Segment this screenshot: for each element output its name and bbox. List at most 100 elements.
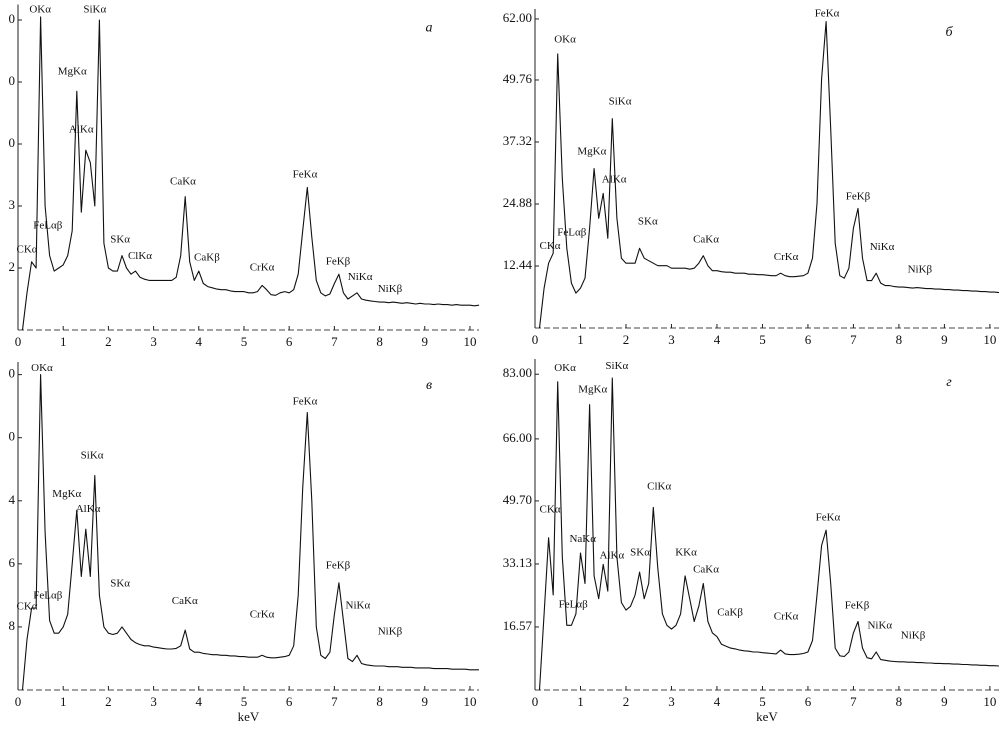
y-tick-label: 0: [9, 73, 16, 88]
peak-label: MgKα: [578, 383, 607, 395]
spectrum-line: [21, 16, 480, 331]
peak-label: CKα: [539, 504, 560, 516]
panel-letter: б: [945, 25, 953, 40]
peak-label: SKα: [110, 578, 130, 590]
peak-label: NiKβ: [908, 264, 933, 276]
x-tick-label: 2: [105, 694, 112, 709]
x-tick-label: 9: [422, 334, 429, 349]
y-tick-label: 0: [9, 366, 16, 381]
x-axis-title: keV: [238, 709, 260, 724]
peak-label: CKα: [539, 240, 560, 252]
peak-label: CrKα: [250, 608, 275, 620]
peak-label: FeKβ: [846, 190, 871, 202]
x-tick-label: 3: [150, 334, 157, 349]
x-tick-label: 8: [896, 332, 903, 347]
x-tick-label: 8: [896, 694, 903, 709]
x-tick-label: 3: [668, 694, 675, 709]
x-tick-label: 6: [286, 334, 293, 349]
y-tick-label: 16.57: [503, 618, 533, 633]
peak-label: NiKβ: [378, 626, 403, 638]
peak-label: FeLαβ: [557, 226, 586, 238]
peak-label: SKα: [630, 547, 650, 559]
y-tick-label: 66.00: [503, 430, 532, 445]
x-tick-label: 1: [60, 334, 67, 349]
peak-label: FeKβ: [326, 255, 351, 267]
peak-label: FeKα: [293, 395, 318, 407]
x-tick-label: 5: [241, 694, 248, 709]
x-tick-label: 2: [105, 334, 112, 349]
x-tick-label: 0: [15, 694, 22, 709]
panel-letter: а: [426, 21, 433, 36]
peak-label: NiKα: [346, 600, 371, 612]
x-tick-label: 1: [577, 694, 584, 709]
peak-label: CrKα: [250, 262, 275, 274]
peak-label: AlKα: [76, 503, 101, 515]
x-tick-label: 6: [805, 332, 812, 347]
x-tick-label: 4: [714, 694, 721, 709]
y-tick-label: 2: [9, 259, 16, 274]
panel-letter: в: [426, 378, 432, 393]
spectrum-line: [538, 20, 1000, 329]
x-tick-label: 10: [983, 332, 996, 347]
peak-label: CKα: [17, 244, 38, 256]
x-axis-title: keV: [756, 709, 778, 724]
x-tick-label: 1: [577, 332, 584, 347]
peak-label: MgKα: [52, 488, 81, 500]
x-tick-label: 1: [60, 694, 67, 709]
peak-label: CrKα: [774, 610, 799, 622]
y-tick-label: 62.00: [503, 10, 532, 25]
y-tick-label: 37.32: [503, 133, 532, 148]
peak-label: SiKα: [605, 360, 628, 372]
y-tick-label: 12.44: [503, 257, 533, 272]
x-tick-label: 7: [331, 694, 338, 709]
panel-letter: г: [946, 375, 952, 390]
peak-label: OKα: [31, 362, 53, 374]
peak-label: SKα: [638, 215, 658, 227]
peak-label: OKα: [29, 4, 51, 16]
peak-label: FeKα: [815, 8, 840, 20]
x-tick-label: 2: [623, 332, 630, 347]
x-tick-label: 7: [850, 332, 857, 347]
peak-label: ClKα: [647, 480, 671, 492]
x-tick-label: 7: [331, 334, 338, 349]
x-tick-label: 8: [376, 334, 383, 349]
x-tick-label: 3: [150, 694, 157, 709]
peak-label: NiKβ: [901, 630, 926, 642]
peak-label: AlKα: [602, 173, 627, 185]
peak-label: KKα: [675, 547, 697, 559]
peak-label: FeKα: [816, 512, 841, 524]
y-tick-label: 0: [9, 135, 16, 150]
x-tick-label: 4: [196, 694, 203, 709]
peak-label: ClKα: [128, 250, 152, 262]
x-tick-label: 5: [759, 332, 766, 347]
y-tick-label: 49.70: [503, 492, 532, 507]
peak-label: CaKα: [693, 563, 719, 575]
peak-label: CaKβ: [717, 606, 743, 618]
peak-label: CaKα: [172, 595, 198, 607]
peak-label: MgKα: [58, 66, 87, 78]
peak-label: FeKβ: [845, 599, 870, 611]
x-tick-label: 10: [463, 334, 476, 349]
peak-label: NiKβ: [378, 283, 403, 295]
x-tick-label: 10: [463, 694, 476, 709]
x-tick-label: 4: [196, 334, 203, 349]
x-tick-label: 9: [422, 694, 429, 709]
y-tick-label: 24.88: [503, 195, 532, 210]
peak-label: CaKβ: [194, 252, 220, 264]
peak-label: NiKα: [870, 241, 895, 253]
x-tick-label: 0: [532, 332, 539, 347]
y-tick-label: 0: [9, 11, 16, 26]
x-tick-label: 7: [850, 694, 857, 709]
peak-label: OKα: [554, 33, 576, 45]
peak-label: SiKα: [83, 4, 106, 16]
x-tick-label: 2: [623, 694, 630, 709]
peak-label: NaKα: [569, 533, 596, 545]
x-tick-label: 0: [15, 334, 22, 349]
peak-label: CaKα: [170, 175, 196, 187]
peak-label: FeLαβ: [33, 590, 62, 602]
peak-label: FeLαβ: [559, 598, 588, 610]
x-tick-label: 8: [376, 694, 383, 709]
y-tick-label: 6: [9, 555, 16, 570]
